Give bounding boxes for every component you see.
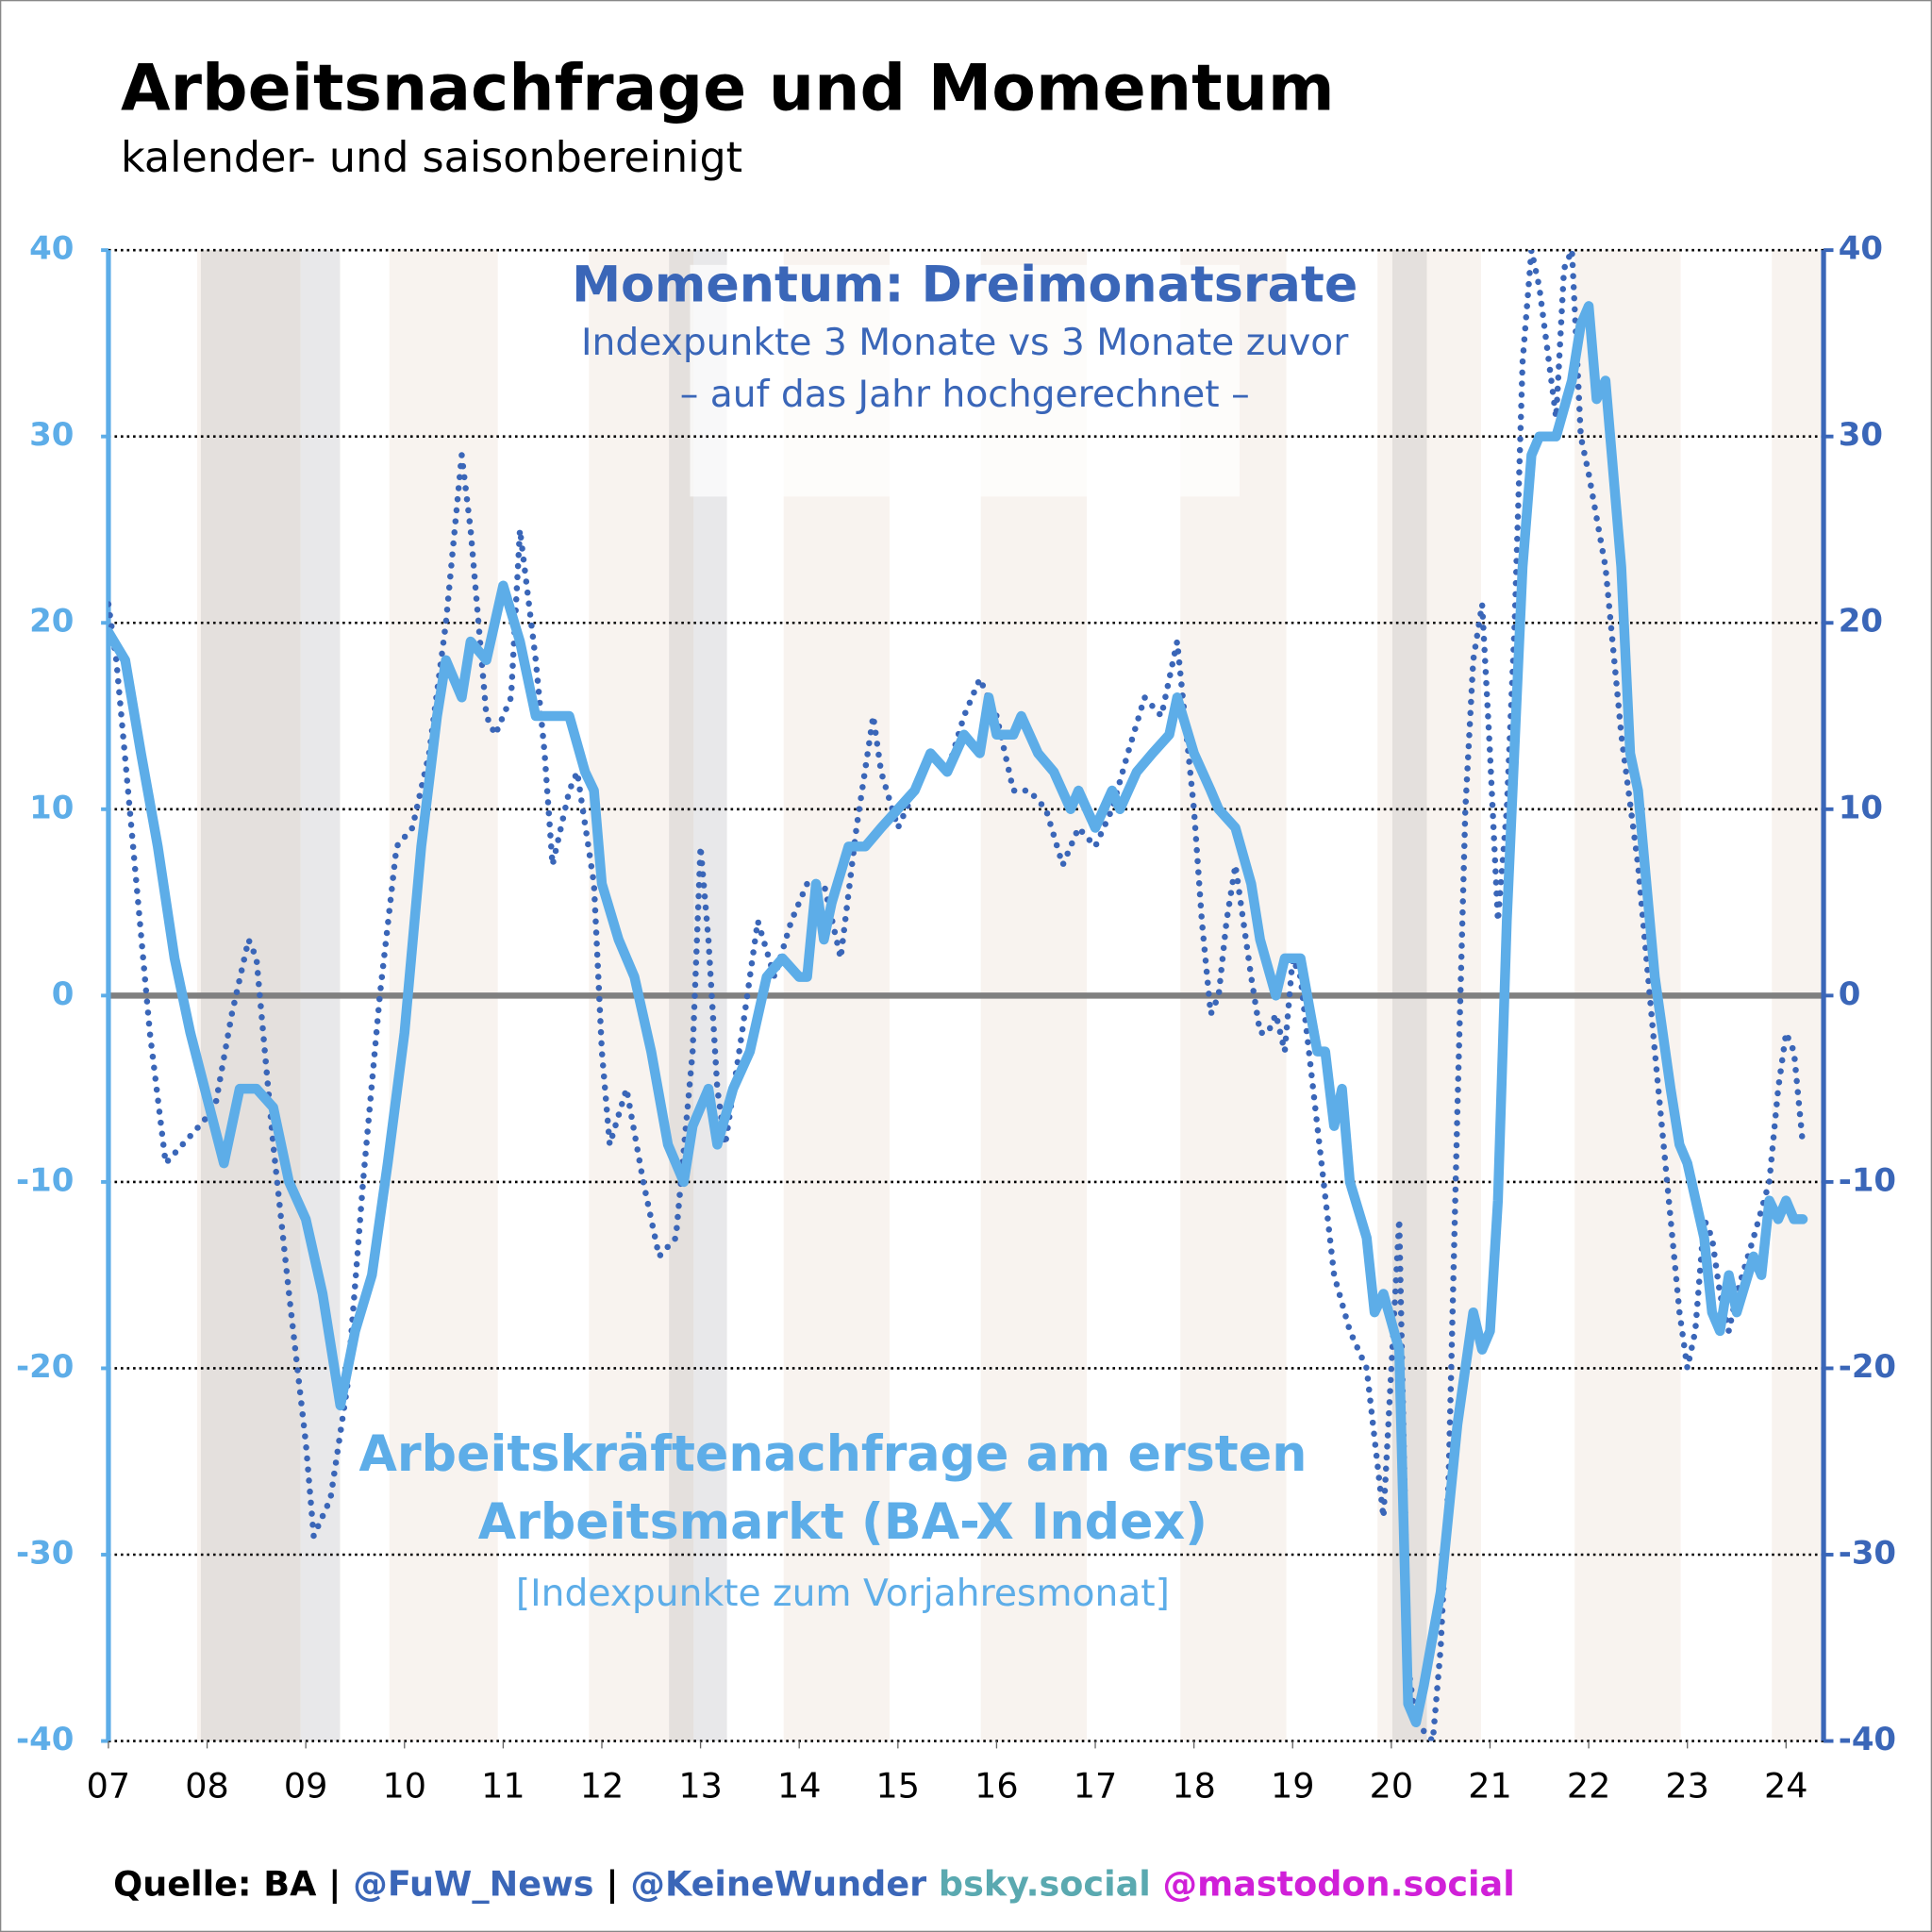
x-tick-label: 20 xyxy=(1370,1766,1414,1807)
x-tick-label: 15 xyxy=(876,1766,921,1807)
y-tick-label: 10 xyxy=(29,789,74,826)
y2-tick-label: -10 xyxy=(1839,1161,1896,1199)
annotation: Arbeitskräftenachfrage am ersten xyxy=(359,1426,1307,1483)
y2-tick-label: -20 xyxy=(1839,1348,1896,1386)
x-tick-label: 22 xyxy=(1567,1766,1611,1807)
x-tick-label: 09 xyxy=(284,1766,328,1807)
annotation-box xyxy=(690,264,1240,497)
y2-tick-label: -30 xyxy=(1839,1535,1896,1573)
source-part: @FuW_News xyxy=(353,1863,593,1904)
y2-tick-label: 0 xyxy=(1839,975,1861,1013)
y2-tick-label: 40 xyxy=(1839,230,1883,268)
x-tick-label: 07 xyxy=(87,1766,131,1807)
source-part: | xyxy=(594,1863,631,1905)
x-tick-label: 19 xyxy=(1271,1766,1315,1807)
x-tick-label: 10 xyxy=(383,1766,427,1807)
x-tick-label: 16 xyxy=(974,1766,1019,1807)
annotation: – auf das Jahr hochgerechnet – xyxy=(680,374,1250,416)
y2-tick-label: 30 xyxy=(1839,416,1883,454)
x-tick-label: 23 xyxy=(1665,1766,1709,1807)
x-tick-label: 11 xyxy=(481,1766,525,1807)
y2-tick-label: -40 xyxy=(1839,1721,1896,1758)
y-tick-label: -20 xyxy=(16,1348,74,1386)
x-tick-label: 14 xyxy=(777,1766,822,1807)
y-tick-label: 40 xyxy=(29,230,74,268)
y-tick-label: -10 xyxy=(16,1161,74,1199)
y-tick-label: -30 xyxy=(16,1535,74,1573)
y2-tick-label: 20 xyxy=(1839,603,1883,641)
source-part: @mastodon.social xyxy=(1151,1863,1515,1904)
source-part: bsky.social xyxy=(926,1863,1151,1904)
x-tick-label: 21 xyxy=(1468,1766,1512,1807)
y-tick-label: 30 xyxy=(29,416,74,454)
chart-title: Arbeitsnachfrage und Momentum xyxy=(121,52,1335,126)
annotation: Arbeitsmarkt (BA-X Index) xyxy=(478,1494,1208,1551)
x-tick-label: 17 xyxy=(1074,1766,1118,1807)
x-tick-label: 08 xyxy=(185,1766,229,1807)
x-tick-label: 18 xyxy=(1172,1766,1216,1807)
x-tick-label: 12 xyxy=(580,1766,625,1807)
x-tick-label: 24 xyxy=(1764,1766,1808,1807)
y-tick-label: -40 xyxy=(16,1721,74,1758)
y2-tick-label: 10 xyxy=(1839,789,1883,826)
annotation: [Indexpunkte zum Vorjahresmonat] xyxy=(516,1573,1170,1615)
source: Quelle: BA | @FuW_News | @KeineWunder bs… xyxy=(113,1863,1515,1905)
annotation: Momentum: Dreimonatsrate xyxy=(572,258,1357,314)
chart-subtitle: kalender- und saisonbereinigt xyxy=(121,134,742,182)
x-tick-label: 13 xyxy=(678,1766,723,1807)
annotation: Indexpunkte 3 Monate vs 3 Monate zuvor xyxy=(581,322,1349,364)
y-tick-label: 0 xyxy=(52,975,75,1013)
source-part: @KeineWunder xyxy=(630,1863,926,1904)
source-part: Quelle: BA | xyxy=(113,1863,353,1905)
y-tick-label: 20 xyxy=(29,603,74,641)
series-line xyxy=(108,301,1808,1728)
